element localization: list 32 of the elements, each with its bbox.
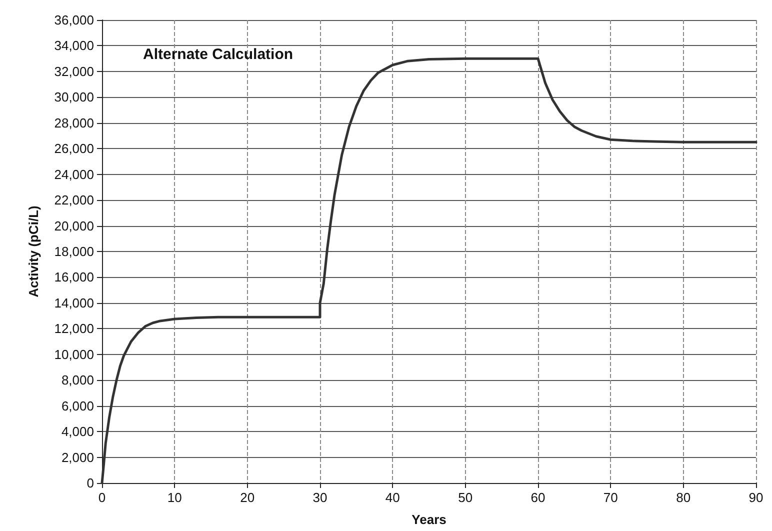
x-tick-label: 50: [458, 490, 473, 505]
y-tick-label: 8,000: [61, 372, 94, 388]
y-tick-label: 2,000: [61, 450, 94, 465]
y-tick-label: 4,000: [61, 424, 94, 440]
x-tick-label: 70: [603, 490, 618, 505]
y-tick-label: 20,000: [54, 218, 94, 234]
y-tick-label: 6,000: [61, 398, 94, 414]
y-tick-label: 14,000: [54, 295, 94, 310]
y-tick-label: 0: [86, 476, 94, 490]
x-axis-title: Years: [412, 512, 446, 527]
x-tick-label: 40: [385, 490, 400, 505]
y-tick-label: 12,000: [54, 321, 94, 336]
y-tick-label: 16,000: [54, 270, 94, 285]
x-tick-label: 20: [240, 490, 255, 505]
y-tick-label: 26,000: [54, 141, 94, 156]
y-axis-title: Activity (pCi/L): [26, 206, 41, 298]
y-tick-label: 34,000: [54, 38, 94, 54]
y-tick-label: 32,000: [54, 64, 94, 79]
text: Alternate Calculation: [143, 46, 294, 63]
y-tick-label: 36,000: [54, 12, 94, 28]
x-tick-label: 30: [312, 490, 328, 505]
x-tick-label: 10: [167, 490, 182, 505]
x-tick-label: 60: [530, 490, 546, 505]
x-tick-label: 0: [98, 490, 106, 505]
y-tick-label: 10,000: [54, 346, 94, 362]
y-tick-label: 30,000: [54, 90, 94, 105]
x-tick-label: 90: [748, 490, 764, 505]
y-tick-label: 24,000: [54, 166, 94, 182]
y-tick-label: 22,000: [54, 192, 94, 208]
y-tick-label: 28,000: [54, 115, 94, 130]
x-tick-label: 80: [676, 490, 691, 505]
y-tick-label: 18,000: [54, 244, 94, 259]
